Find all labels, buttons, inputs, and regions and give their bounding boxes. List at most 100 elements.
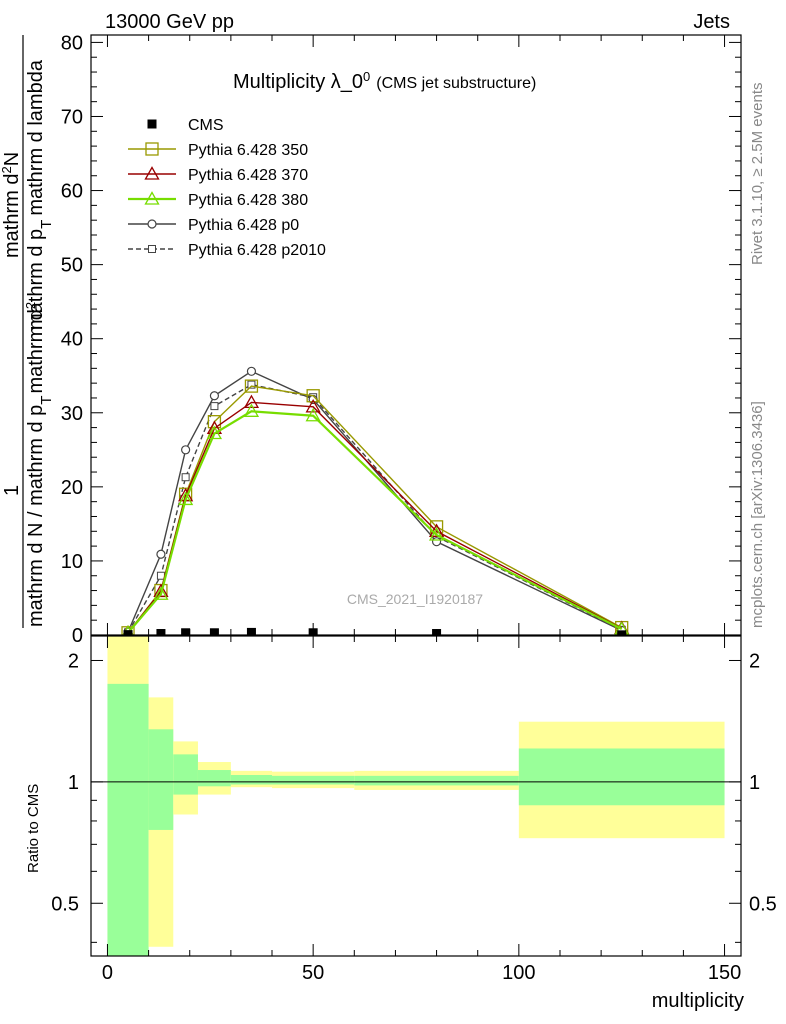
series-line-p0 [127, 370, 622, 633]
y-tick-label: 10 [61, 551, 83, 573]
x-tick-label: 50 [302, 962, 324, 984]
legend-item-p370: Pythia 6.428 370 [128, 166, 308, 184]
point-p0-2 [181, 445, 191, 455]
series-line-p380 [127, 410, 623, 634]
y-label-partial: mathrm d pTmathrm d lambda [25, 59, 55, 330]
ratio-band-inner [354, 775, 519, 786]
point-p2010-2 [181, 473, 190, 482]
y-label-frac-num: mathrm d2N [0, 152, 23, 258]
y-label-den-sub: T [38, 396, 55, 405]
ratio-y-tick-label-right: 2 [749, 650, 760, 672]
legend-item-p2010: Pythia 6.428 p2010 [128, 242, 326, 259]
chart-title: Multiplicity λ_00 (CMS jet substructure) [233, 69, 536, 94]
ratio-frame [90, 635, 742, 957]
ratio-band-inner [272, 775, 355, 785]
legend-label-p2010: Pythia 6.428 p2010 [188, 242, 326, 259]
main-y-label: 1 mathrm d N / mathrm d pTmathrm d2 math… [0, 35, 55, 628]
legend-label-p0: Pythia 6.428 p0 [188, 217, 299, 234]
y-label-den-text: mathrm d N / mathrm d p [25, 405, 47, 627]
legend-marker-p350 [145, 142, 159, 156]
header-right: Jets [693, 11, 730, 33]
legend-item-cms: CMS [147, 117, 224, 134]
legend-label-p350: Pythia 6.428 350 [188, 142, 308, 159]
legend-item-p350: Pythia 6.428 350 [128, 142, 308, 159]
y-tick-label: 20 [61, 477, 83, 499]
point-p370-4 [243, 394, 260, 409]
ratio-band-inner [148, 729, 174, 830]
point-p0-3 [209, 391, 220, 401]
legend-item-p0: Pythia 6.428 p0 [128, 217, 299, 234]
y-label-den-frac: mathrm d [25, 309, 47, 393]
series-cms [123, 627, 627, 635]
point-p2010-3 [210, 402, 219, 411]
chart-title-suffix: (CMS jet substructure) [376, 75, 536, 92]
series-line-p2010 [127, 383, 623, 633]
header-left: 13000 GeV pp [105, 11, 234, 33]
point-cms-7 [617, 630, 627, 635]
ratio-y-tick-label: 2 [68, 650, 79, 672]
ratio-y-tick-label: 0.5 [51, 893, 79, 915]
ratio-y-tick-label: 1 [68, 772, 79, 794]
x-tick-label: 0 [102, 962, 113, 984]
axes: 0 10 20 30 40 50 60 70 80 0 50 100 150 0.5 0.5 1 1 2 2 [51, 32, 777, 984]
main-frame [90, 34, 742, 636]
legend-label-cms: CMS [188, 117, 224, 134]
point-p380-1 [153, 586, 169, 600]
legend-label-p380: Pythia 6.428 380 [188, 192, 308, 209]
point-p350-5 [306, 389, 320, 403]
point-p0-6 [431, 537, 442, 547]
point-p350-4 [244, 379, 259, 393]
analysis-watermark: CMS_2021_I1920187 [347, 591, 483, 607]
y-label-numerator-1: 1 [1, 485, 23, 496]
chart-title-sup: 0 [363, 69, 370, 84]
y-tick-label: 40 [61, 329, 83, 351]
series-group [121, 366, 630, 635]
ratio-y-label: Ratio to CMS [25, 784, 42, 873]
x-tick-label: 100 [502, 962, 535, 984]
legend-marker-p370 [144, 166, 160, 180]
y-label-num-N: N [1, 152, 23, 166]
y-tick-label: 0 [72, 625, 83, 647]
chart-title-main: Multiplicity λ_0 [233, 71, 363, 93]
ratio-band-inner [518, 748, 725, 806]
y-tick-label: 70 [61, 106, 83, 128]
ratio-band-inner [173, 754, 198, 795]
x-axis-label: multiplicity [652, 990, 744, 1012]
legend-marker-p380 [144, 191, 160, 205]
y-tick-label: 50 [61, 255, 83, 277]
y-label-frac-sub: T [38, 220, 55, 229]
legend-marker-cms [147, 119, 157, 129]
point-cms-3 [209, 628, 219, 635]
y-label-denominator: mathrm d N / mathrm d pTmathrm d2 [23, 302, 55, 627]
x-tick-label: 150 [708, 962, 741, 984]
point-p2010-4 [247, 380, 256, 389]
ratio-band-inner [230, 775, 273, 785]
ratio-y-tick-label-right: 0.5 [749, 893, 777, 915]
y-tick-label: 30 [61, 403, 83, 425]
y-tick-label: 80 [61, 32, 83, 54]
y-tick-label: 60 [61, 181, 83, 203]
point-cms-1 [156, 629, 166, 635]
point-p380-3 [206, 425, 223, 440]
y-label-num-sup: 2 [0, 166, 14, 173]
point-cms-2 [181, 628, 191, 635]
legend: CMS Pythia 6.428 350 Pythia 6.428 370 Pythi… [128, 117, 326, 259]
point-p380-5 [305, 407, 321, 422]
point-p380-2 [178, 491, 194, 506]
ratio-band-inner [197, 770, 231, 787]
point-cms-0 [123, 630, 133, 635]
point-cms-4 [246, 627, 256, 635]
point-p350-6 [429, 520, 444, 534]
point-p380-6 [428, 527, 445, 541]
y-label-frac-den2: mathrm d lambda [25, 59, 47, 215]
ratio-band-inner [107, 683, 149, 956]
point-p370-1 [153, 583, 169, 597]
legend-marker-p2010 [148, 245, 156, 253]
point-p0-1 [156, 549, 166, 559]
ratio-y-tick-label-right: 1 [749, 772, 760, 794]
ratio-bands [107, 636, 725, 956]
legend-item-p380: Pythia 6.428 380 [128, 191, 308, 209]
y-label-frac-den: mathrm d p [25, 229, 47, 330]
point-p380-4 [243, 403, 260, 417]
